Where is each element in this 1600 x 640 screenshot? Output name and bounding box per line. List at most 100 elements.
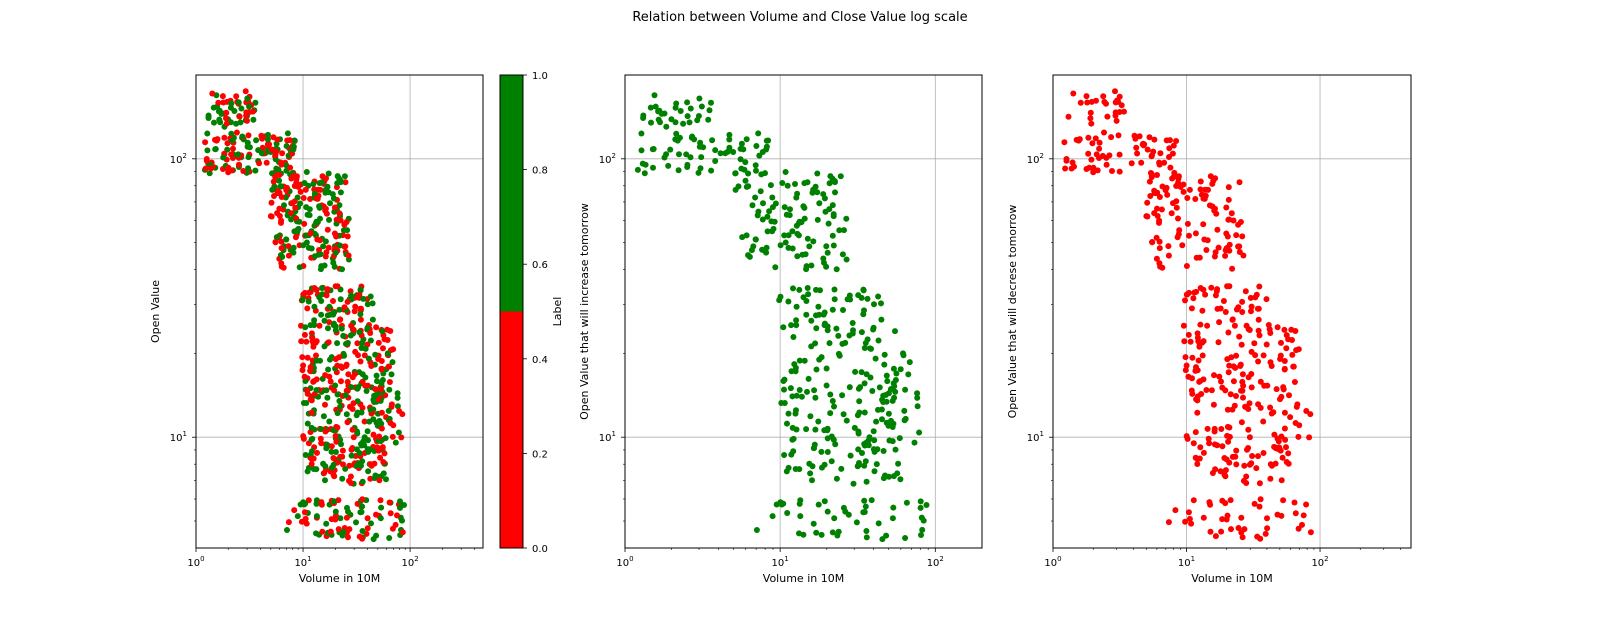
data-point (386, 386, 393, 393)
data-point (1225, 369, 1232, 376)
data-point (732, 186, 739, 193)
data-point (675, 167, 682, 174)
data-point (344, 378, 351, 385)
data-point (337, 189, 344, 196)
data-point (1173, 204, 1180, 211)
data-point (1283, 332, 1290, 339)
data-point (301, 180, 308, 186)
data-point (663, 123, 670, 130)
data-point (379, 328, 386, 335)
data-point (364, 515, 371, 522)
data-point (272, 174, 279, 180)
data-point (914, 394, 921, 401)
data-point (359, 496, 366, 503)
data-point (787, 385, 794, 392)
data-point (916, 429, 923, 436)
data-point (1277, 447, 1284, 454)
data-point (1192, 196, 1199, 202)
data-point (229, 137, 236, 144)
data-point (243, 112, 250, 119)
data-point (883, 372, 890, 379)
data-point (1165, 252, 1172, 259)
data-point (796, 530, 802, 537)
data-point (1281, 409, 1288, 416)
data-point (298, 338, 305, 345)
data-point (1096, 139, 1103, 146)
data-point (861, 497, 868, 504)
data-point (752, 194, 759, 201)
data-point (872, 355, 879, 362)
plot-frame (1052, 74, 1412, 549)
plot-frame (195, 74, 484, 549)
data-point (304, 387, 311, 394)
data-point (238, 105, 245, 112)
data-point (1224, 512, 1231, 519)
data-point (1273, 386, 1280, 393)
data-point (1180, 188, 1187, 195)
data-point (1262, 530, 1269, 537)
data-point (377, 454, 384, 461)
data-point (1214, 226, 1221, 233)
data-point (258, 150, 265, 157)
data-point (1140, 142, 1147, 149)
data-point (807, 470, 814, 477)
data-point (684, 99, 691, 106)
data-point (1170, 200, 1176, 207)
data-point (1218, 426, 1225, 432)
data-point (870, 324, 877, 331)
data-point (828, 433, 835, 440)
data-point (882, 472, 888, 479)
data-point (1169, 150, 1176, 157)
data-point (339, 266, 345, 273)
data-point (839, 392, 846, 399)
data-point (316, 203, 323, 210)
data-point (355, 294, 362, 301)
data-point (889, 424, 896, 430)
data-point (245, 165, 252, 172)
data-point (1225, 196, 1232, 203)
data-point (879, 396, 886, 403)
data-point (1251, 340, 1258, 347)
data-point (1096, 145, 1103, 152)
data-point (790, 334, 797, 340)
data-point (804, 235, 811, 242)
data-point (917, 504, 924, 511)
data-point (303, 204, 310, 211)
data-point (1233, 447, 1240, 454)
data-point (1188, 305, 1195, 312)
data-point (1274, 324, 1281, 331)
data-point (1255, 327, 1262, 334)
data-point (302, 515, 309, 522)
data-point (1252, 294, 1259, 301)
data-point (1212, 292, 1219, 299)
data-point (1267, 475, 1274, 482)
data-point (771, 218, 778, 225)
data-point (1289, 351, 1296, 358)
data-point (342, 392, 349, 399)
data-point (826, 206, 833, 213)
data-point (301, 509, 308, 516)
data-point (1182, 297, 1188, 304)
data-point (363, 388, 370, 394)
data-point (1255, 453, 1261, 460)
data-point (853, 519, 860, 526)
data-point (203, 157, 210, 164)
data-point (740, 146, 747, 153)
data-point (256, 160, 263, 167)
data-point (207, 165, 214, 172)
data-point (1168, 210, 1175, 217)
data-point (1263, 341, 1270, 348)
data-point (1227, 497, 1234, 504)
data-point (889, 397, 896, 404)
data-point (776, 297, 783, 304)
data-point (345, 371, 352, 378)
data-point (302, 289, 308, 296)
data-point (1154, 205, 1160, 212)
data-point (373, 324, 380, 331)
data-point (673, 100, 680, 107)
data-point (1238, 514, 1245, 521)
data-point (318, 426, 324, 433)
data-point (840, 411, 847, 418)
data-point (1182, 354, 1189, 361)
data-point (1290, 363, 1297, 370)
